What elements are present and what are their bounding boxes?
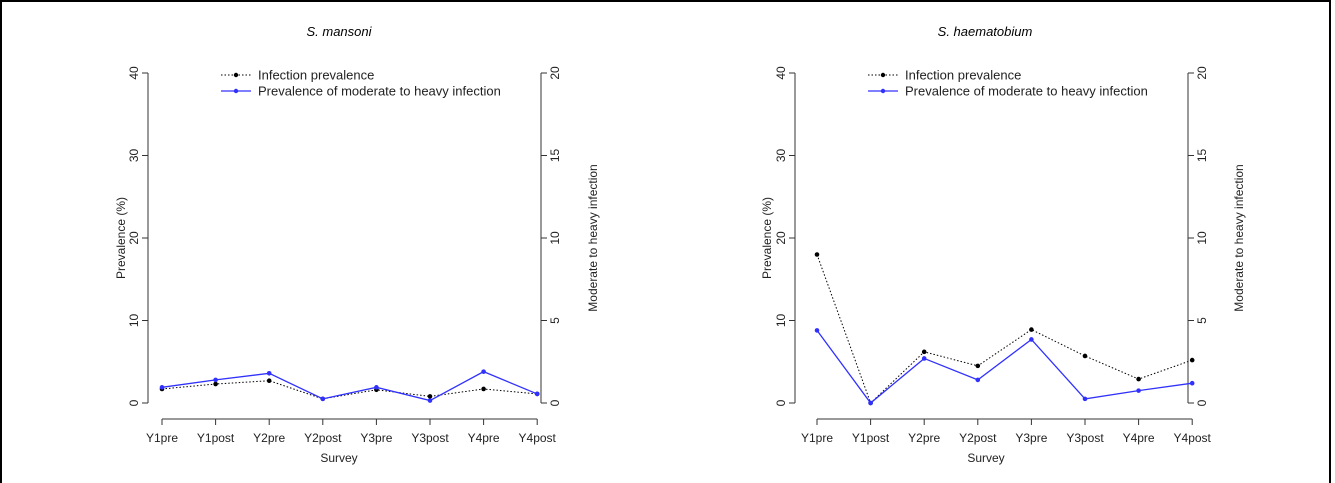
data-point-moderate-heavy [1189, 380, 1195, 386]
y2-tick-label: 15 [548, 149, 562, 163]
data-point-moderate-heavy [266, 371, 272, 376]
y-tick-label: 0 [774, 399, 788, 406]
data-point-infection-prevalence [975, 363, 981, 369]
x-tick-label: Y1post [852, 431, 890, 445]
data-point-infection-prevalence [1082, 353, 1088, 359]
data-point-infection-prevalence [1189, 357, 1195, 363]
x-tick-label: Y4post [1174, 431, 1212, 445]
data-point-infection-prevalence [427, 394, 433, 399]
legend-marker-moderate-heavy [233, 88, 239, 94]
data-point-infection-prevalence [921, 349, 927, 355]
y2-tick-label: 5 [548, 317, 562, 324]
data-point-moderate-heavy [921, 356, 927, 361]
legend-label-infection-prevalence: Infection prevalence [905, 68, 1021, 83]
y-tick-label: 30 [774, 149, 788, 163]
frame-edge-right [1329, 479, 1331, 483]
data-point-moderate-heavy [481, 369, 486, 374]
y2-tick-label: 5 [1195, 317, 1209, 324]
x-tick-label: Y2pre [253, 431, 285, 445]
data-point-moderate-heavy [975, 377, 981, 383]
x-tick-label: Y3post [1066, 431, 1104, 445]
data-point-moderate-heavy [534, 391, 540, 397]
series-line-moderate-heavy [816, 330, 1193, 404]
data-point-moderate-heavy [1082, 396, 1088, 402]
data-point-infection-prevalence [213, 381, 218, 387]
x-tick-label: Y2pre [908, 431, 940, 445]
data-point-moderate-heavy [1136, 388, 1141, 393]
x-tick-label: Y2post [959, 431, 997, 445]
y2-tick-label: 0 [1195, 399, 1209, 406]
data-point-moderate-heavy [1029, 337, 1034, 342]
panel-s-haematobium: S. haematobium Survey Prevalence (%) Mod… [760, 24, 1246, 465]
series-line-infection-prevalence [816, 254, 1193, 404]
y-tick-label: 10 [127, 314, 141, 328]
data-point-moderate-heavy [427, 398, 433, 403]
x-tick-label: Y3pre [360, 431, 392, 445]
x-tick-label: Y3pre [1015, 431, 1047, 445]
panel-s-mansoni: S. mansoni Survey Prevalence (%) Moderat… [114, 24, 600, 465]
x-tick-label: Y3post [411, 431, 449, 445]
legend: Infection prevalence Prevalence of moder… [868, 68, 1148, 99]
x-tick-label: Y1post [197, 431, 235, 445]
x-tick-label: Y4pre [468, 431, 500, 445]
x-axis-label: Survey [320, 451, 357, 465]
y2-tick-label: 20 [548, 66, 562, 80]
legend-label-infection-prevalence: Infection prevalence [258, 68, 374, 83]
y-tick-label: 10 [774, 314, 788, 328]
legend-marker-infection-prevalence [880, 72, 886, 78]
x-tick-label: Y4post [519, 431, 557, 445]
y-tick-label: 20 [127, 231, 141, 245]
series-line-moderate-heavy [161, 370, 538, 402]
data-point-infection-prevalence [1029, 327, 1034, 332]
data-point-moderate-heavy [868, 400, 873, 406]
y-tick-label: 30 [127, 149, 141, 163]
chart-title: S. haematobium [938, 24, 1033, 39]
x-tick-label: Y2post [304, 431, 342, 445]
y2-axis-label: Moderate to heavy infection [586, 164, 600, 311]
chart-title: S. mansoni [306, 24, 372, 39]
y2-tick-label: 20 [1195, 66, 1209, 80]
y-axis-label: Prevalence (%) [114, 197, 128, 279]
y2-tick-label: 15 [1195, 149, 1209, 163]
legend-marker-infection-prevalence [233, 72, 239, 78]
x-tick-label: Y1pre [146, 431, 178, 445]
frame-edge-left [0, 479, 2, 483]
y-tick-label: 20 [774, 231, 788, 245]
data-point-infection-prevalence [481, 386, 486, 392]
legend-marker-moderate-heavy [880, 88, 886, 94]
legend-label-moderate-heavy: Prevalence of moderate to heavy infectio… [258, 84, 501, 99]
data-point-infection-prevalence [1136, 376, 1141, 382]
y2-tick-label: 0 [548, 399, 562, 406]
y2-tick-label: 10 [548, 231, 562, 245]
y2-axis-label: Moderate to heavy infection [1232, 164, 1246, 311]
x-axis-label: Survey [967, 451, 1004, 465]
y-tick-label: 0 [127, 399, 141, 406]
y-tick-label: 40 [774, 66, 788, 80]
x-tick-label: Y1pre [801, 431, 833, 445]
y2-tick-label: 10 [1195, 231, 1209, 245]
legend: Infection prevalence Prevalence of moder… [221, 68, 501, 99]
y-axis-label: Prevalence (%) [760, 197, 774, 279]
data-point-infection-prevalence [814, 252, 820, 257]
data-point-moderate-heavy [159, 385, 165, 390]
data-point-moderate-heavy [213, 377, 218, 383]
y-tick-label: 40 [127, 66, 141, 80]
data-point-moderate-heavy [320, 396, 326, 402]
series-line-infection-prevalence [161, 380, 538, 400]
data-point-moderate-heavy [814, 328, 820, 333]
x-tick-label: Y4pre [1123, 431, 1155, 445]
legend-label-moderate-heavy: Prevalence of moderate to heavy infectio… [905, 84, 1148, 99]
data-point-infection-prevalence [266, 378, 272, 384]
data-point-moderate-heavy [374, 385, 379, 390]
